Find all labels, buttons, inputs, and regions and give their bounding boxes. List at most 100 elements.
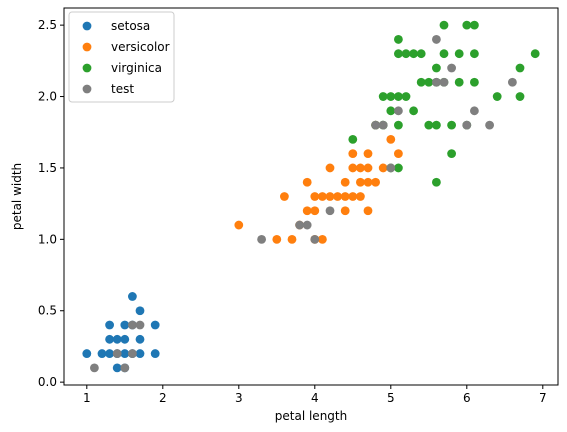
data-point-test <box>378 120 388 130</box>
data-point-versicolor <box>280 192 289 201</box>
data-point-setosa <box>105 320 114 330</box>
data-point-test <box>302 220 312 230</box>
data-point-test <box>325 206 335 216</box>
data-point-setosa <box>120 320 130 330</box>
data-point-setosa <box>112 334 122 344</box>
data-point-virginica <box>439 20 449 30</box>
data-point-versicolor <box>363 177 373 187</box>
data-point-versicolor <box>340 192 350 201</box>
data-point-virginica <box>409 106 418 116</box>
data-point-test <box>439 77 449 87</box>
data-point-setosa <box>135 334 145 344</box>
data-point-versicolor <box>310 192 320 201</box>
data-point-versicolor <box>378 163 388 173</box>
data-point-test <box>432 35 441 44</box>
data-point-versicolor <box>318 234 327 244</box>
y-tick-label: 0.0 <box>38 375 57 389</box>
y-axis-label: petal width <box>10 163 24 230</box>
data-point-test <box>371 120 380 130</box>
data-point-virginica <box>386 92 396 101</box>
data-point-versicolor <box>363 163 373 173</box>
data-point-virginica <box>424 120 434 130</box>
data-point-test <box>127 349 137 358</box>
data-point-virginica <box>416 77 426 87</box>
data-point-virginica <box>515 92 525 101</box>
data-point-setosa <box>120 334 130 344</box>
plot-frame <box>63 7 559 386</box>
data-point-virginica <box>470 49 479 59</box>
data-point-setosa <box>120 349 130 358</box>
data-point-test <box>386 163 396 173</box>
data-point-versicolor <box>318 192 327 201</box>
legend-marker-virginica <box>82 63 92 73</box>
legend-label-setosa: setosa <box>111 19 150 33</box>
data-point-virginica <box>470 20 479 30</box>
data-point-virginica <box>401 49 411 59</box>
data-point-setosa <box>112 363 122 373</box>
x-tick-label: 7 <box>539 391 547 405</box>
series-virginica <box>348 20 540 187</box>
data-point-versicolor <box>371 177 380 187</box>
x-tick-label: 1 <box>83 391 91 405</box>
data-point-virginica <box>432 177 441 187</box>
points-layer <box>82 20 540 373</box>
x-tick-label: 6 <box>463 391 471 405</box>
data-point-setosa <box>97 349 107 358</box>
data-point-versicolor <box>348 192 358 201</box>
data-point-test <box>257 234 266 244</box>
data-point-virginica <box>447 149 456 159</box>
data-point-versicolor <box>234 220 244 230</box>
data-point-test <box>120 363 130 373</box>
data-point-virginica <box>378 92 388 101</box>
data-point-versicolor <box>356 177 365 187</box>
y-tick-label: 2.0 <box>38 90 57 104</box>
data-point-setosa <box>105 349 114 358</box>
data-point-virginica <box>401 92 411 101</box>
data-point-versicolor <box>394 149 403 159</box>
data-point-test <box>508 77 517 87</box>
data-point-versicolor <box>302 206 312 216</box>
data-point-virginica <box>515 63 525 73</box>
legend-label-versicolor: versicolor <box>111 40 170 54</box>
data-point-versicolor <box>333 192 342 201</box>
data-point-test <box>394 106 403 116</box>
legend-label-test: test <box>111 82 134 96</box>
data-point-setosa <box>135 306 145 316</box>
data-point-virginica <box>447 120 456 130</box>
x-tick-label: 2 <box>159 391 167 405</box>
data-point-versicolor <box>363 206 373 216</box>
data-point-versicolor <box>325 163 335 173</box>
legend-marker-test <box>82 84 92 94</box>
legend-label-virginica: virginica <box>111 61 162 75</box>
data-point-virginica <box>454 49 464 59</box>
data-point-setosa <box>82 349 92 358</box>
x-axis: 1 2 3 4 5 6 7 <box>83 385 547 405</box>
y-axis: 0.0 0.5 1.0 1.5 2.0 2.5 <box>38 18 64 389</box>
data-point-test <box>295 220 304 230</box>
y-tick-label: 2.5 <box>38 18 57 32</box>
legend-marker-setosa <box>82 21 92 31</box>
x-tick-label: 4 <box>311 391 319 405</box>
data-point-virginica <box>394 35 403 44</box>
data-point-test <box>127 320 137 330</box>
data-point-virginica <box>530 49 540 59</box>
data-point-setosa <box>150 349 160 358</box>
data-point-versicolor <box>302 177 312 187</box>
data-point-virginica <box>454 77 464 87</box>
data-point-setosa <box>127 292 137 301</box>
data-point-virginica <box>432 63 441 73</box>
data-point-versicolor <box>325 192 335 201</box>
data-point-versicolor <box>340 206 350 216</box>
data-point-virginica <box>394 49 403 59</box>
series-test <box>90 35 517 373</box>
data-point-test <box>447 63 456 73</box>
data-point-test <box>432 77 441 87</box>
data-point-setosa <box>150 320 160 330</box>
data-point-setosa <box>135 349 145 358</box>
data-point-virginica <box>432 120 441 130</box>
data-point-test <box>470 106 479 116</box>
data-point-versicolor <box>348 149 358 159</box>
data-point-virginica <box>386 106 396 116</box>
data-point-virginica <box>462 20 472 30</box>
data-point-versicolor <box>287 234 297 244</box>
